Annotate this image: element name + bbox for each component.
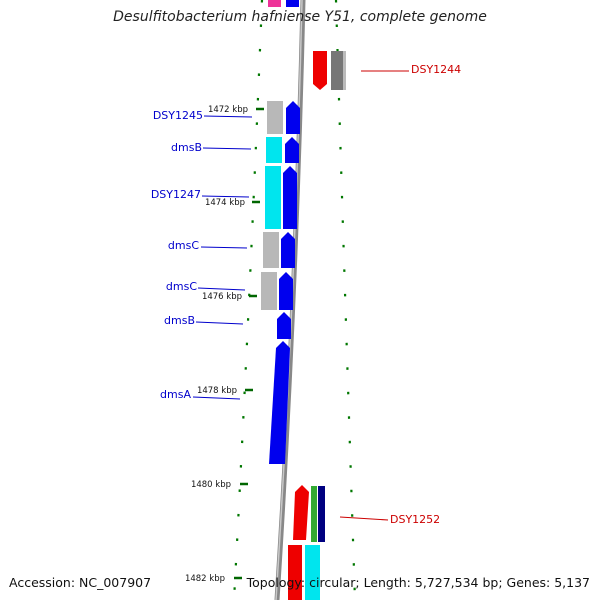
label-leader [202,147,252,150]
blue-feature-top [286,0,299,7]
label-leader [192,396,241,400]
label-leader [195,321,244,325]
gene-label-dmsb-1[interactable]: dmsB [171,141,202,154]
label-leader [200,246,248,249]
gene-label-dsy1244[interactable]: DSY1244 [411,63,461,76]
gene-arrow-dmsa [269,341,290,464]
gene-label-dsy1245[interactable]: DSY1245 [153,109,203,122]
gene-arrow-dsy1252 [293,485,309,540]
gene-arrow-dsy1247 [283,166,297,229]
feature-cyan-2 [265,166,281,229]
feature-gray-3 [261,272,277,310]
label-leader [339,516,389,521]
feature-cyan-1 [266,137,282,163]
gene-arrow-dmsb-1 [285,137,299,163]
gene-label-dsy1252[interactable]: DSY1252 [390,513,440,526]
feature-navy [318,486,325,542]
gene-arrow-dsy1245 [286,101,300,134]
gene-arrow-dsy1244 [313,51,327,90]
feature-dsy1244-gray-edge [343,51,346,90]
gene-label-dsy1247[interactable]: DSY1247 [151,188,201,201]
top-features [268,0,299,7]
tick-label: 1474 kbp [205,198,245,208]
reverse-genes [288,51,346,600]
gene-label-dmsb-2[interactable]: dmsB [164,314,195,327]
gene-label-dmsc-1[interactable]: dmsC [168,239,199,252]
label-leader [201,195,250,198]
outer-dotted-guide [334,0,357,601]
dotted-guides [232,0,357,601]
tick-label: 1476 kbp [202,292,242,302]
tick-label: 1478 kbp [197,386,237,396]
feature-cyan-bottom [305,545,320,600]
gene-labels: DSY1245 dmsB DSY1247 dmsC dmsC dmsB dmsA… [151,63,461,526]
tick-label: 1482 kbp [185,574,225,584]
feature-gray-1 [267,101,283,134]
inner-dotted-guide [232,0,264,601]
feature-gray-2 [263,232,279,268]
genome-summary-text: Topology: circular; Length: 5,727,534 bp… [246,575,590,590]
gene-label-dmsc-2[interactable]: dmsC [166,280,197,293]
magenta-feature [268,0,281,7]
gene-arrow-dmsb-2 [277,312,291,339]
tick-label: 1480 kbp [191,480,231,490]
tick-label: 1472 kbp [208,105,248,115]
feature-red-bottom [288,545,302,600]
forward-genes [269,101,300,464]
label-leader [203,115,253,118]
label-leader [197,287,246,291]
feature-green [311,486,317,542]
scale-ticks: 1472 kbp 1474 kbp 1476 kbp 1478 kbp 1480… [185,105,264,584]
map-title: Desulfitobacterium hafniense Y51, comple… [113,9,487,25]
feature-dsy1244-gray [331,51,345,90]
gene-arrow-dmsc-2 [279,272,293,310]
gene-arrow-dmsc-1 [281,232,295,268]
inner-ring-features [261,101,283,310]
gene-label-dmsa[interactable]: dmsA [160,388,191,401]
accession-text: Accession: NC_007907 [9,575,152,590]
